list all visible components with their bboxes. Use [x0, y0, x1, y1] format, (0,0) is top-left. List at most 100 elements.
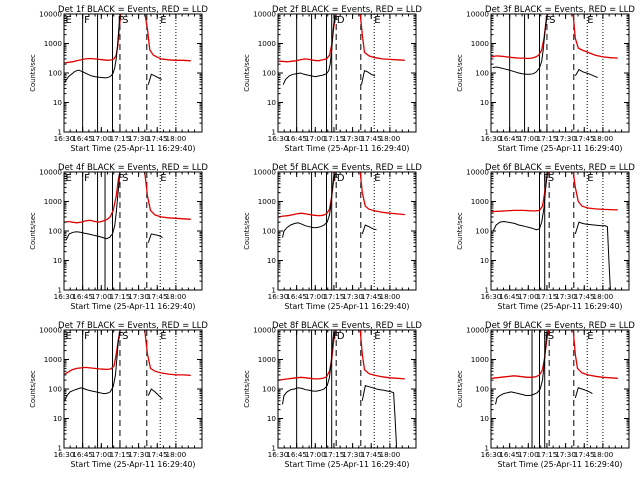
x-tick-label: 16:45 — [286, 134, 307, 143]
y-tick-label: 1000 — [258, 39, 277, 48]
y-tick-label: 10000 — [39, 168, 62, 177]
x-tick-label: 17:45 — [574, 134, 595, 143]
plot-area — [278, 172, 405, 290]
x-tick-label: 17:30 — [555, 292, 576, 301]
y-axis-label: Counts/sec — [243, 212, 251, 250]
x-tick-label: 18:00 — [166, 292, 187, 301]
interval-flag-label: E — [587, 331, 593, 342]
interval-flag-label: S — [549, 15, 555, 26]
events-series-line — [361, 384, 398, 448]
y-tick-label: 1000 — [258, 355, 277, 364]
events-series-line — [64, 338, 119, 401]
panel-title: Det 5f BLACK = Events, RED = LLD — [272, 163, 422, 173]
panel-title: Det 4f BLACK = Events, RED = LLD — [58, 163, 208, 173]
y-axis-label: Counts/sec — [29, 212, 37, 250]
y-tick-label: 1000 — [258, 197, 277, 206]
x-tick-label: 18:00 — [593, 292, 614, 301]
y-tick-label: 1000 — [471, 39, 490, 48]
events-series-line — [64, 22, 120, 83]
y-tick-label: 100 — [475, 385, 489, 394]
x-tick-label: 16:45 — [72, 134, 93, 143]
y-axis-label: Counts/sec — [29, 370, 37, 408]
y-tick-label: 10000 — [253, 326, 276, 335]
y-tick-label: 1000 — [471, 197, 490, 206]
interval-flag-label: E — [374, 15, 380, 26]
y-axis-label: Counts/sec — [243, 54, 251, 92]
interval-flag-label: F — [118, 331, 124, 342]
interval-flag-label: D — [337, 15, 345, 26]
x-tick-label: 18:00 — [593, 134, 614, 143]
x-tick-label: 16:30 — [268, 450, 289, 459]
interval-flag-label: F — [84, 15, 90, 26]
y-tick-label: 1 — [57, 444, 62, 453]
events-series-line — [574, 221, 611, 290]
x-tick-label: 17:45 — [147, 292, 168, 301]
y-tick-label: 1 — [484, 444, 489, 453]
y-tick-label: 1 — [271, 128, 276, 137]
events-series-line — [147, 233, 163, 243]
x-tick-label: 17:00 — [518, 292, 539, 301]
y-axis-label: Counts/sec — [29, 54, 37, 92]
x-tick-label: 16:30 — [481, 450, 502, 459]
x-axis-label: Start Time (25-Apr-11 16:29:40) — [71, 302, 196, 311]
interval-flag-label: F — [543, 331, 549, 342]
x-tick-label: 17:15 — [110, 292, 131, 301]
x-tick-label: 16:45 — [286, 292, 307, 301]
interval-flag-label: E — [65, 15, 71, 26]
y-tick-label: 10000 — [39, 10, 62, 19]
x-tick-label: 17:00 — [518, 134, 539, 143]
y-axis-label: Counts/sec — [456, 212, 464, 250]
y-tick-label: 10 — [267, 414, 277, 423]
events-series-line — [495, 332, 548, 405]
x-tick-label: 17:00 — [91, 292, 112, 301]
x-tick-label: 16:45 — [499, 134, 520, 143]
x-tick-label: 17:15 — [537, 134, 558, 143]
y-tick-label: 100 — [475, 69, 489, 78]
interval-flag-label: F — [84, 173, 90, 184]
events-series-line — [282, 174, 335, 238]
panel-title: Det 1f BLACK = Events, RED = LLD — [58, 5, 208, 15]
panel-title: Det 6f BLACK = Events, RED = LLD — [485, 163, 635, 173]
x-tick-label: 17:00 — [91, 134, 112, 143]
x-tick-label: 16:30 — [268, 292, 289, 301]
x-tick-label: 17:30 — [128, 134, 149, 143]
y-tick-label: 100 — [262, 227, 276, 236]
axes-frame — [490, 13, 630, 133]
interval-flag-label: F — [543, 173, 549, 184]
y-axis-label: Counts/sec — [243, 370, 251, 408]
interval-flag-label: E — [160, 331, 166, 342]
plot-area — [491, 172, 618, 290]
y-tick-label: 10 — [267, 256, 277, 265]
axes-frame — [490, 171, 630, 291]
x-tick-label: 18:00 — [380, 292, 401, 301]
x-tick-label: 17:30 — [342, 134, 363, 143]
x-tick-label: 18:00 — [380, 134, 401, 143]
interval-flag-label: S — [122, 173, 128, 184]
y-tick-label: 10000 — [39, 326, 62, 335]
interval-flag-label: D — [337, 331, 345, 342]
y-axis-label: Counts/sec — [456, 370, 464, 408]
x-axis-label: Start Time (25-Apr-11 16:29:40) — [285, 460, 410, 469]
plot-area — [491, 14, 618, 132]
events-series-line — [282, 331, 335, 405]
y-tick-label: 10 — [480, 98, 490, 107]
x-tick-label: 17:00 — [518, 450, 539, 459]
interval-flag-label: S — [122, 331, 128, 342]
x-tick-label: 17:45 — [361, 134, 382, 143]
y-tick-label: 100 — [48, 69, 62, 78]
x-axis-label: Start Time (25-Apr-11 16:29:40) — [498, 460, 623, 469]
plot-area — [278, 14, 405, 132]
x-tick-label: 17:00 — [91, 450, 112, 459]
events-series-line — [147, 73, 162, 85]
lld-series-line — [64, 330, 191, 377]
interval-flag-label: D — [337, 173, 345, 184]
y-tick-label: 10 — [53, 414, 63, 423]
panel-title: Det 7f BLACK = Events, RED = LLD — [58, 321, 208, 331]
lld-series-line — [491, 330, 618, 379]
interval-flag-label: F — [333, 331, 339, 342]
y-tick-label: 10 — [53, 98, 63, 107]
